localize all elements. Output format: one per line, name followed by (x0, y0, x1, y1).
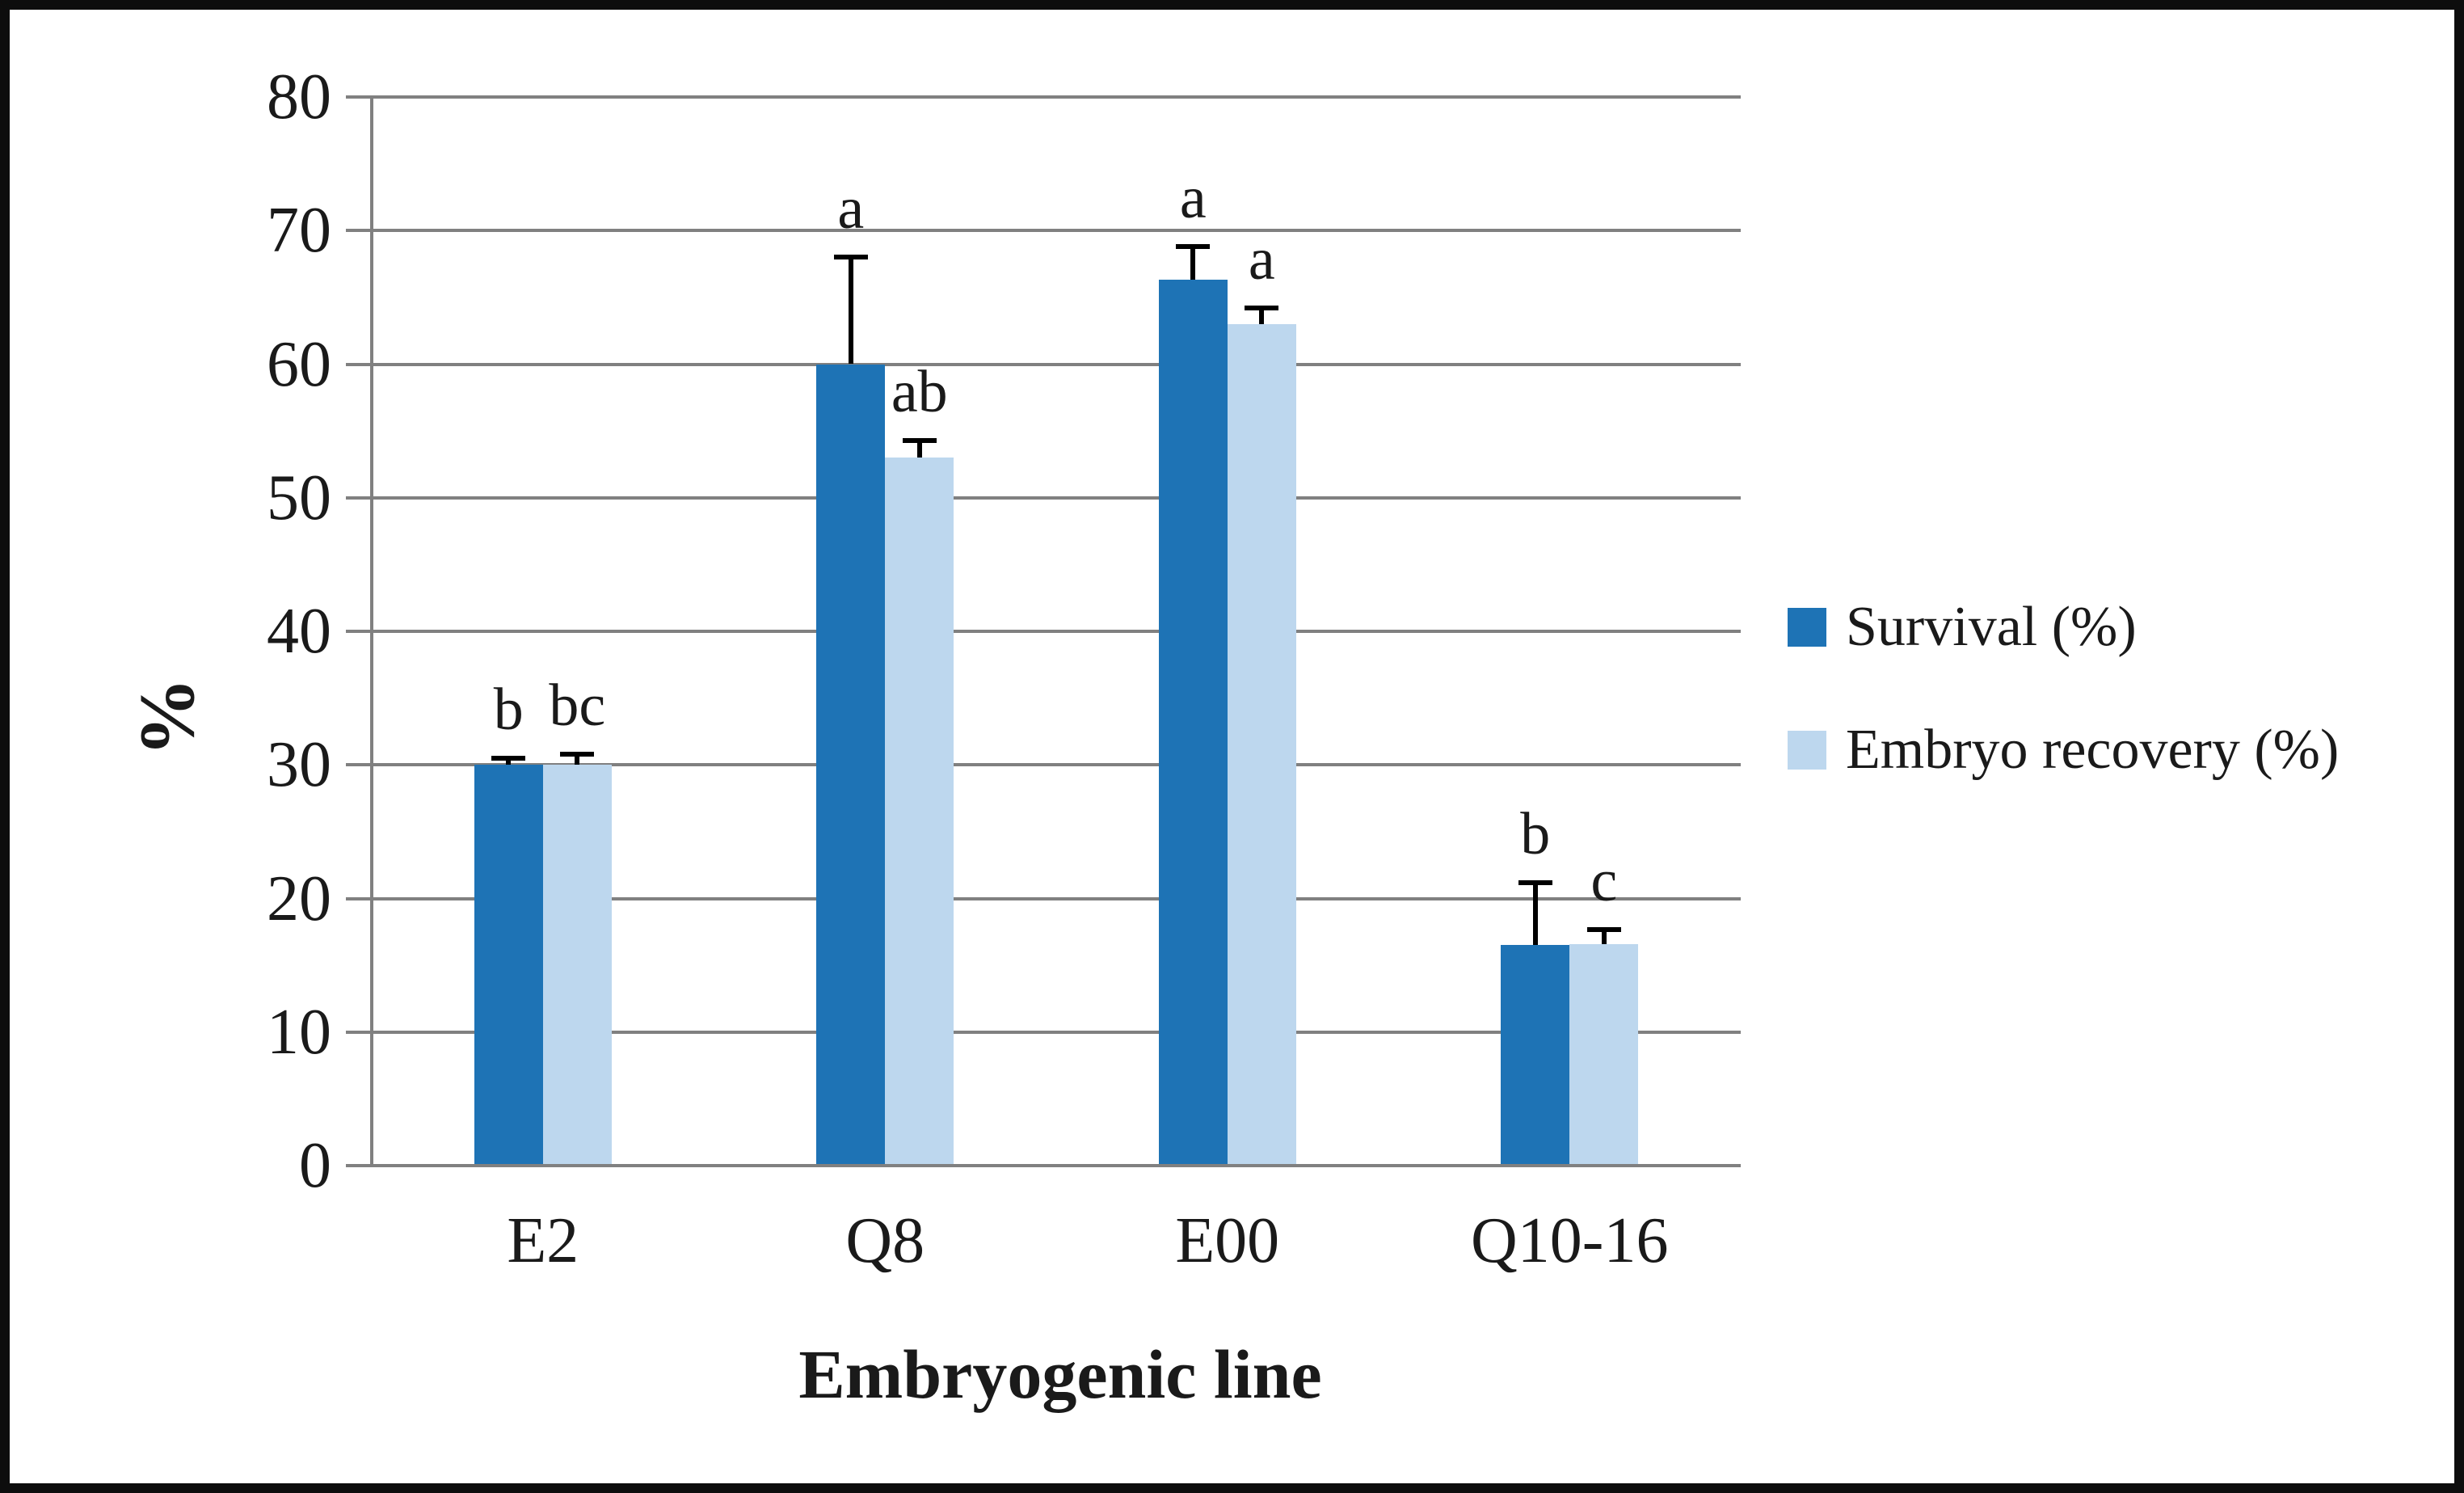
y-tick-label-60: 60 (267, 328, 331, 400)
error-bar-cap (1176, 244, 1211, 250)
legend-swatch-survival (1788, 608, 1826, 647)
sig-letter-E2-bc: bc (549, 673, 606, 740)
bar-E2-survival (474, 765, 543, 1166)
sig-letter-E00-a: a (1179, 165, 1207, 232)
y-tick-label-50: 50 (267, 462, 331, 534)
legend-label-survival: Survival (%) (1846, 596, 2137, 658)
y-tick-0 (346, 1164, 372, 1167)
bar-E00-survival (1158, 280, 1228, 1166)
error-bar-whisker (506, 757, 512, 765)
category-label-Q10-16: Q10-16 (1471, 1205, 1669, 1276)
error-bar-cap (491, 755, 526, 761)
sig-letter-E00-a: a (1248, 226, 1275, 293)
y-tick-20 (346, 896, 372, 900)
y-tick-30 (346, 763, 372, 767)
sig-letter-Q10-16-b: b (1520, 800, 1551, 867)
error-bar-whisker (1190, 247, 1196, 280)
x-axis-title: Embryogenic line (798, 1335, 1322, 1413)
error-bar-whisker (1532, 882, 1538, 946)
error-bar-cap (1245, 306, 1279, 311)
bar-E00-embryo-recovery (1227, 323, 1296, 1166)
y-tick-label-40: 40 (267, 596, 331, 667)
gridline-10 (372, 1030, 1741, 1034)
legend-swatch-embryo-recovery (1788, 731, 1826, 770)
y-tick-10 (346, 1030, 372, 1034)
category-label-E00: E00 (1175, 1205, 1280, 1276)
y-tick-70 (346, 229, 372, 233)
gridline-60 (372, 362, 1741, 366)
y-tick-60 (346, 362, 372, 366)
gridline-20 (372, 896, 1741, 900)
bar-Q8-embryo-recovery (885, 458, 954, 1166)
y-axis-line (370, 97, 373, 1166)
bar-Q8-survival (816, 364, 886, 1166)
error-bar-whisker (1259, 308, 1265, 324)
bar-E2-embryo-recovery (542, 765, 612, 1166)
y-tick-80 (346, 95, 372, 99)
gridline-80 (372, 95, 1741, 99)
y-tick-label-10: 10 (267, 996, 331, 1068)
sig-letter-Q8-ab: ab (891, 358, 948, 425)
gridline-40 (372, 630, 1741, 633)
error-bar-whisker (916, 440, 922, 458)
error-bar-whisker (1601, 929, 1607, 944)
sig-letter-Q10-16-c: c (1590, 847, 1618, 914)
y-tick-50 (346, 496, 372, 500)
y-tick-label-30: 30 (267, 729, 331, 801)
legend-label-embryo-recovery: Embryo recovery (%) (1846, 719, 2340, 781)
category-label-E2: E2 (507, 1205, 579, 1276)
sig-letter-E2-b: b (493, 676, 524, 743)
y-tick-40 (346, 630, 372, 633)
error-bar-whisker (848, 257, 853, 365)
sig-letter-Q8-a: a (837, 175, 865, 243)
bar-Q10-16-survival (1501, 945, 1570, 1166)
error-bar-cap (1518, 879, 1552, 885)
error-bar-whisker (575, 754, 580, 765)
y-tick-label-0: 0 (299, 1130, 331, 1201)
gridline-70 (372, 229, 1741, 233)
error-bar-cap (1586, 926, 1621, 932)
y-tick-label-70: 70 (267, 195, 331, 267)
error-bar-cap (902, 437, 937, 443)
gridline-30 (372, 763, 1741, 767)
bar-Q10-16-embryo-recovery (1569, 943, 1639, 1166)
legend-item-embryo-recovery: Embryo recovery (%) (1788, 721, 2339, 779)
category-label-Q8: Q8 (845, 1205, 925, 1276)
y-tick-label-80: 80 (267, 61, 331, 133)
error-bar-cap (833, 255, 868, 260)
legend-item-survival: Survival (%) (1788, 598, 2137, 656)
gridline-50 (372, 496, 1741, 500)
y-tick-label-20: 20 (267, 862, 331, 934)
error-bar-cap (560, 752, 595, 757)
x-axis-baseline (372, 1164, 1741, 1167)
